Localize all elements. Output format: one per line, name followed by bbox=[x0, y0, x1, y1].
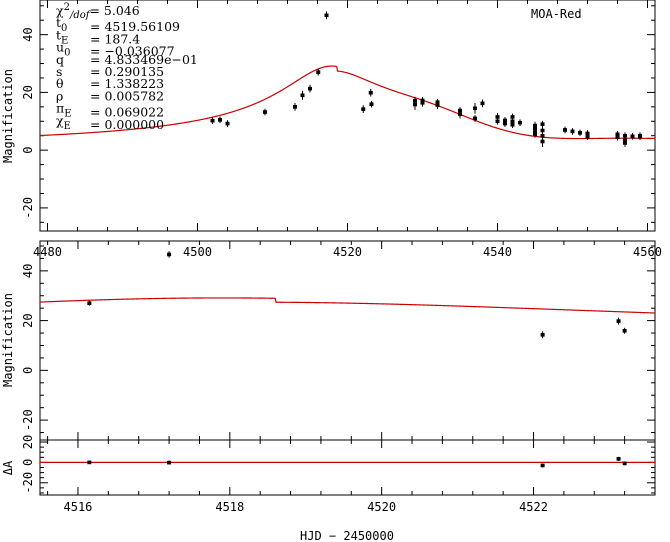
data-point bbox=[225, 120, 230, 127]
data-point bbox=[473, 102, 477, 114]
data-point bbox=[540, 331, 545, 339]
x-tick-label: 4500 bbox=[183, 245, 212, 259]
data-point bbox=[167, 251, 172, 258]
data-point bbox=[308, 84, 312, 93]
full-light-curve-panel: 4480 4500 4520 4540 4560 -20 0 20 40 Magnificati… bbox=[1, 0, 662, 259]
data-point bbox=[435, 98, 440, 106]
data-point bbox=[210, 117, 215, 125]
y-tick-label: -20 bbox=[21, 472, 35, 494]
panel2-frame bbox=[39, 240, 656, 441]
data-point bbox=[623, 139, 627, 147]
zoom-light-curve-panel: -20 0 20 40 Magnification bbox=[1, 240, 656, 441]
x-tick-label: 4516 bbox=[64, 500, 93, 514]
data-point bbox=[420, 97, 425, 104]
data-point bbox=[218, 116, 222, 124]
x-tick-label: 4520 bbox=[333, 245, 362, 259]
param-7: ρ = 0.005782 bbox=[56, 88, 164, 103]
data-point bbox=[638, 133, 642, 141]
panel1-ylabel: Magnification bbox=[1, 69, 15, 163]
y-tick-label: 20 bbox=[21, 435, 35, 449]
x-axis-label: HJD − 2450000 bbox=[300, 529, 394, 542]
data-point bbox=[518, 119, 522, 127]
y-tick-label: 0 bbox=[21, 147, 35, 154]
param-9: χE = 0.000000 bbox=[56, 113, 164, 132]
param-6: θ = 1.338223 bbox=[56, 76, 164, 91]
data-point bbox=[622, 461, 627, 466]
y-tick-label: 0 bbox=[21, 367, 35, 374]
param-0: χ2/dof= 5.046 bbox=[56, 2, 140, 21]
data-point bbox=[533, 130, 537, 138]
y-tick-label: 20 bbox=[21, 313, 35, 327]
data-point bbox=[563, 126, 567, 134]
x-tick-label: 4522 bbox=[519, 500, 548, 514]
x-tick-label: 4560 bbox=[633, 245, 662, 259]
data-point bbox=[361, 105, 366, 114]
panel3-ylabel: ΔA bbox=[1, 460, 15, 475]
param-8: πE = 0.069022 bbox=[56, 101, 164, 120]
param-4: q = 4.833469e−01 bbox=[56, 52, 198, 67]
data-point bbox=[540, 136, 545, 147]
data-point bbox=[263, 108, 267, 116]
data-point bbox=[615, 133, 620, 141]
y-tick-label: 20 bbox=[21, 85, 35, 99]
data-point bbox=[533, 121, 537, 130]
data-point bbox=[458, 107, 462, 114]
data-point bbox=[616, 317, 621, 325]
data-point bbox=[300, 90, 305, 100]
param-1: t0 = 4519.56109 bbox=[56, 15, 180, 34]
data-point bbox=[480, 99, 485, 108]
data-point bbox=[578, 129, 582, 137]
data-point bbox=[324, 11, 329, 20]
y-tick-label: 0 bbox=[21, 459, 35, 466]
x-tick-label: 4518 bbox=[215, 500, 244, 514]
param-5: s = 0.290135 bbox=[56, 64, 164, 79]
y-tick-label: -20 bbox=[21, 409, 35, 431]
data-point bbox=[293, 102, 297, 111]
data-point bbox=[503, 117, 507, 124]
data-point bbox=[368, 88, 373, 97]
x-tick-label: 4540 bbox=[483, 245, 512, 259]
data-point bbox=[630, 132, 635, 140]
data-point bbox=[585, 133, 590, 141]
data-point bbox=[510, 113, 515, 121]
data-point bbox=[473, 115, 477, 122]
data-point bbox=[570, 128, 575, 135]
y-tick-label: -20 bbox=[21, 197, 35, 219]
data-point bbox=[540, 120, 545, 128]
panel2-ylabel: Magnification bbox=[1, 293, 15, 387]
data-point bbox=[87, 460, 92, 465]
data-point bbox=[622, 327, 627, 334]
data-point bbox=[369, 100, 374, 108]
data-point bbox=[167, 460, 172, 465]
data-point bbox=[616, 456, 621, 461]
x-tick-label: 4520 bbox=[367, 500, 396, 514]
data-point bbox=[87, 300, 92, 306]
y-tick-label: 40 bbox=[21, 27, 35, 41]
param-3: u0 = −0.036077 bbox=[56, 40, 175, 59]
model-curve bbox=[40, 297, 655, 314]
data-point bbox=[413, 96, 417, 105]
residuals-panel: 4516 4518 4520 4522 20 0 -20 ΔA HJD − 2450000 bbox=[1, 435, 656, 542]
data-point bbox=[495, 117, 500, 125]
legend-label: MOA-Red bbox=[531, 7, 582, 21]
data-point bbox=[540, 463, 545, 468]
x-tick-label: 4480 bbox=[33, 245, 62, 259]
data-point bbox=[316, 68, 321, 76]
y-tick-label: 40 bbox=[21, 264, 35, 278]
model-curve bbox=[40, 65, 655, 140]
param-2: tE = 187.4 bbox=[56, 27, 140, 46]
panel3-frame bbox=[39, 439, 656, 496]
